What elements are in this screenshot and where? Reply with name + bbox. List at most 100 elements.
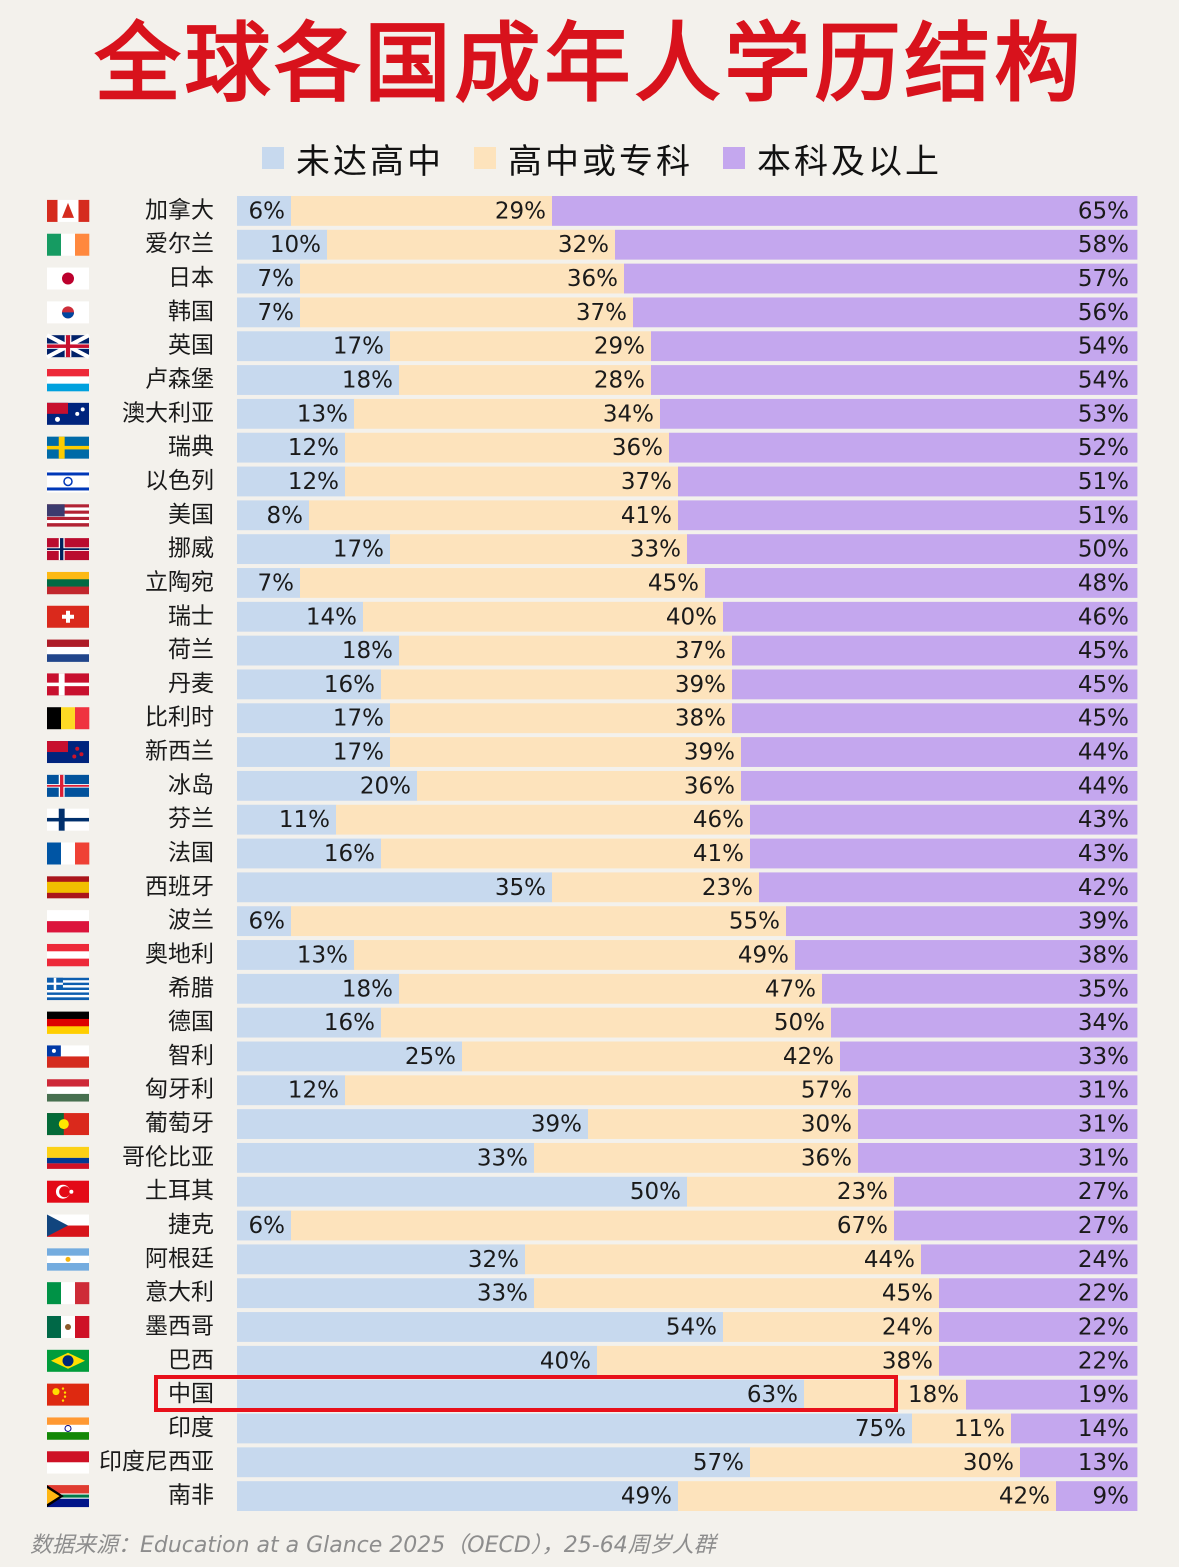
bar-segment — [741, 737, 1138, 767]
value-label: 36% — [612, 435, 663, 461]
bar-segment — [237, 872, 553, 903]
bar-segment — [759, 872, 1138, 903]
category-label: 葡萄牙 — [145, 1111, 214, 1137]
value-label: 16% — [324, 841, 375, 867]
bar-segment — [678, 1481, 1057, 1511]
value-label: 31% — [1078, 1145, 1129, 1171]
legend-label-high-school: 高中或专科 — [508, 141, 693, 182]
value-label: 57% — [693, 1450, 744, 1476]
iceland-flag-icon — [47, 774, 89, 797]
value-label: 45% — [1078, 706, 1129, 732]
category-label: 希腊 — [168, 975, 214, 1001]
legend-item-below-high-school: 未达高中 — [262, 134, 444, 183]
category-label: 日本 — [168, 265, 214, 291]
value-label: 6% — [249, 909, 286, 935]
bar-segment — [732, 669, 1138, 700]
bar-segment — [237, 973, 400, 1004]
value-label: 23% — [702, 875, 753, 901]
bar-segment — [237, 534, 391, 565]
value-label: 13% — [297, 401, 348, 427]
value-label: 41% — [621, 503, 672, 529]
bar-segment — [858, 1142, 1138, 1173]
chile-flag-icon — [47, 1045, 89, 1068]
bar-segment — [1020, 1447, 1138, 1478]
category-label: 丹麦 — [168, 671, 214, 697]
bar-segment — [417, 770, 742, 801]
value-label: 38% — [675, 706, 726, 732]
colombia-flag-icon — [47, 1146, 89, 1169]
bar-segment — [309, 500, 679, 531]
bar-segment — [237, 229, 328, 260]
china-flag-icon — [47, 1383, 89, 1406]
value-label: 25% — [405, 1044, 456, 1070]
category-label: 比利时 — [145, 705, 214, 731]
bar-segment — [237, 940, 355, 970]
value-label: 16% — [324, 672, 375, 698]
bar-segment — [651, 365, 1138, 395]
south-africa-flag-icon — [47, 1485, 89, 1508]
france-flag-icon — [47, 842, 90, 865]
category-label: 荷兰 — [168, 637, 214, 663]
category-label: 澳大利亚 — [122, 400, 214, 426]
value-label: 29% — [594, 334, 645, 360]
bar-segment — [750, 838, 1138, 869]
belgium-flag-icon — [47, 707, 90, 730]
value-label: 45% — [1078, 672, 1129, 698]
bar-segment — [237, 1142, 535, 1173]
category-label: 爱尔兰 — [145, 231, 214, 257]
usa-flag-icon — [47, 504, 89, 527]
bar-segment — [966, 1379, 1138, 1410]
bar-segment — [237, 1447, 751, 1478]
value-label: 49% — [621, 1484, 672, 1510]
value-label: 42% — [1078, 875, 1129, 901]
value-label: 44% — [1078, 773, 1129, 799]
value-label: 55% — [729, 909, 780, 935]
value-label: 47% — [765, 976, 816, 1002]
value-label: 22% — [1078, 1314, 1129, 1340]
value-label: 50% — [774, 1010, 825, 1036]
brazil-flag-icon — [47, 1349, 89, 1372]
sweden-flag-icon — [47, 436, 89, 459]
bar-segment — [525, 1244, 922, 1275]
chart-title: 全球各国成年人学历结构 — [94, 14, 1085, 114]
bar-segment — [363, 601, 724, 632]
bar-segment — [237, 838, 382, 869]
switzerland-flag-icon — [47, 605, 89, 628]
value-label: 35% — [1078, 976, 1129, 1002]
bar-segment — [552, 872, 760, 903]
bar-segment — [786, 906, 1138, 937]
category-label: 智利 — [168, 1043, 214, 1069]
category-label: 英国 — [168, 333, 214, 359]
value-label: 27% — [1078, 1179, 1129, 1205]
finland-flag-icon — [47, 808, 89, 831]
bar-segment — [237, 1312, 724, 1342]
value-label: 36% — [684, 773, 735, 799]
bar-segment — [237, 331, 391, 362]
category-label: 瑞典 — [168, 434, 214, 460]
bar-segment — [894, 1176, 1138, 1207]
value-label: 35% — [495, 875, 546, 901]
bar-segment — [687, 1176, 895, 1207]
category-label: 意大利 — [145, 1280, 214, 1306]
category-label: 巴西 — [168, 1347, 214, 1373]
category-label: 卢森堡 — [145, 367, 214, 393]
value-label: 46% — [693, 807, 744, 833]
value-label: 54% — [666, 1314, 717, 1340]
value-label: 52% — [1078, 435, 1129, 461]
spain-flag-icon — [47, 876, 89, 899]
category-label: 土耳其 — [145, 1178, 214, 1204]
bar-segment — [624, 263, 1138, 294]
value-label: 54% — [1078, 368, 1129, 394]
value-label: 37% — [675, 638, 726, 664]
category-label: 哥伦比亚 — [122, 1144, 214, 1170]
bar-segment — [237, 770, 418, 801]
value-label: 75% — [855, 1416, 906, 1442]
source-note: 数据来源：Education at a Glance 2025（OECD），25… — [30, 1533, 716, 1558]
category-label: 南非 — [168, 1483, 214, 1509]
value-label: 41% — [693, 841, 744, 867]
value-label: 45% — [648, 570, 699, 596]
denmark-flag-icon — [47, 673, 89, 696]
value-label: 56% — [1078, 300, 1129, 326]
bar-segment — [237, 500, 310, 531]
